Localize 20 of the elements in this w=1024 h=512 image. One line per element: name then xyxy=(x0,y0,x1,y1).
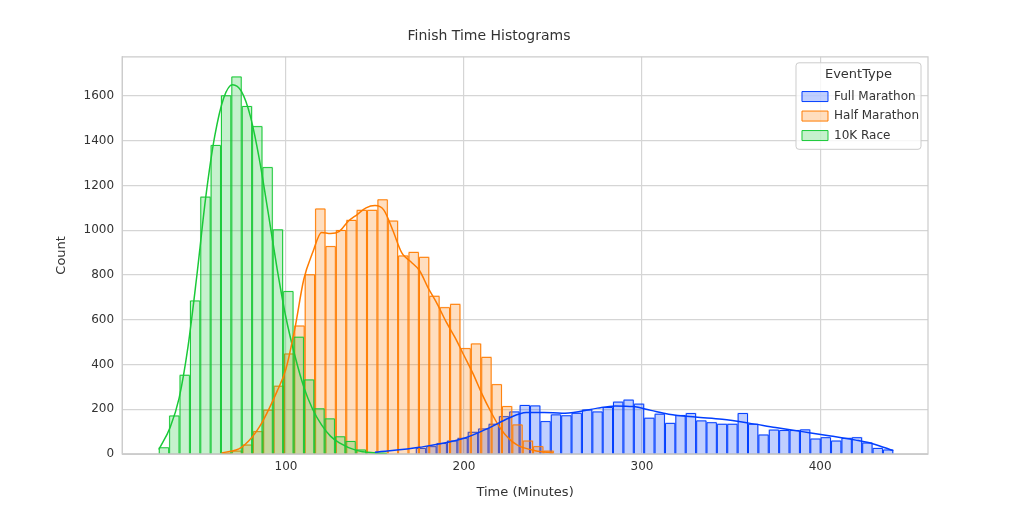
y-tick-label: 1400 xyxy=(83,132,115,147)
y-tick-label: 0 xyxy=(106,446,115,461)
x-tick-label: 200 xyxy=(452,459,476,474)
legend-label: Full Marathon xyxy=(834,88,916,103)
chart-title: Finish Time Histograms xyxy=(407,27,571,44)
legend-label: Half Marathon xyxy=(834,108,920,123)
x-tick-label: 100 xyxy=(274,459,298,474)
y-tick-label: 200 xyxy=(91,401,115,416)
x-axis-title: Time (Minutes) xyxy=(475,483,574,499)
y-tick-label: 600 xyxy=(91,311,115,326)
y-axis-title: Count xyxy=(53,236,69,275)
legend-label: 10K Race xyxy=(834,127,891,142)
x-tick-label: 300 xyxy=(630,459,654,474)
x-tick-label: 400 xyxy=(808,459,832,474)
y-tick-label: 1200 xyxy=(83,177,115,192)
y-tick-label: 1000 xyxy=(83,222,115,237)
y-tick-label: 400 xyxy=(91,356,115,371)
y-tick-label: 800 xyxy=(91,267,115,282)
legend-title: EventType xyxy=(824,66,893,82)
y-tick-label: 1600 xyxy=(83,88,115,103)
